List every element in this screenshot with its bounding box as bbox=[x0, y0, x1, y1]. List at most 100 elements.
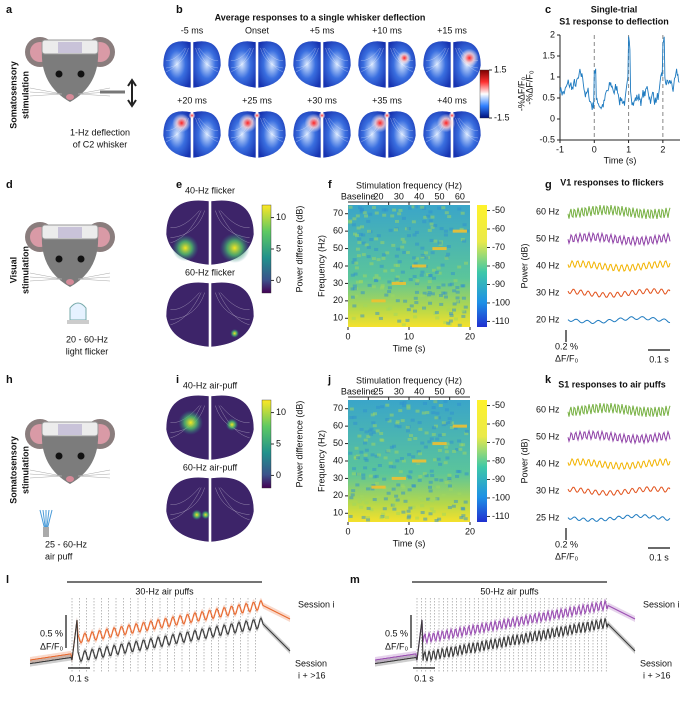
noise bbox=[407, 437, 412, 441]
noise bbox=[436, 266, 441, 270]
caption: 20 - 60-Hz bbox=[66, 334, 109, 344]
colorbar-label: -%ΔF/F₀ bbox=[516, 77, 526, 112]
noise bbox=[361, 233, 366, 237]
trace-label: 20 Hz bbox=[536, 314, 560, 324]
colorbar bbox=[477, 205, 487, 327]
noise bbox=[414, 205, 419, 209]
noise bbox=[395, 498, 400, 502]
noise bbox=[393, 263, 398, 267]
brain-hemisphere bbox=[192, 110, 222, 159]
colorbar-tick-label: -80 bbox=[492, 260, 505, 270]
caption: of C2 whisker bbox=[73, 139, 128, 149]
noise bbox=[440, 263, 445, 267]
brain-area bbox=[220, 405, 250, 423]
noise bbox=[447, 417, 452, 421]
colorbar-tick-label: -110 bbox=[492, 316, 509, 326]
activation bbox=[397, 51, 412, 65]
y-tick-label: 10 bbox=[333, 313, 343, 323]
colorbar-tick-label: -90 bbox=[492, 474, 505, 484]
response-trace bbox=[567, 259, 671, 273]
noise bbox=[352, 217, 357, 221]
scale-label: ΔF/F₀ bbox=[385, 641, 409, 651]
noise bbox=[441, 421, 446, 425]
brain-hemisphere bbox=[322, 40, 352, 89]
noise bbox=[388, 461, 393, 465]
activation bbox=[172, 234, 199, 262]
colorbar-tick-label: 0 bbox=[276, 275, 281, 285]
brain-area bbox=[262, 117, 284, 142]
noise bbox=[446, 321, 451, 325]
brain-area bbox=[170, 292, 205, 321]
noise bbox=[396, 264, 401, 268]
noise bbox=[438, 403, 443, 407]
noise bbox=[455, 299, 460, 303]
noise bbox=[428, 273, 433, 277]
noise bbox=[422, 220, 427, 224]
noise bbox=[400, 270, 405, 274]
noise bbox=[374, 474, 379, 478]
noise bbox=[452, 289, 457, 293]
noise bbox=[357, 500, 362, 504]
noise bbox=[363, 304, 368, 308]
noise bbox=[446, 252, 451, 256]
noise bbox=[408, 506, 413, 510]
colorbar-tick-label: 5 bbox=[276, 243, 281, 253]
noise bbox=[444, 445, 449, 449]
scale-label: ΔF/F₀ bbox=[555, 353, 579, 363]
noise bbox=[420, 246, 425, 250]
brain-hemisphere bbox=[387, 110, 417, 159]
noise bbox=[363, 453, 368, 457]
noise bbox=[433, 400, 438, 404]
whisker bbox=[77, 272, 111, 280]
noise bbox=[457, 207, 462, 211]
noise bbox=[376, 234, 381, 238]
noise bbox=[428, 219, 433, 223]
noise bbox=[427, 485, 432, 489]
noise bbox=[441, 493, 446, 497]
noise bbox=[400, 245, 405, 249]
caption: light flicker bbox=[66, 346, 109, 356]
noise bbox=[464, 261, 469, 265]
brain-area bbox=[260, 47, 284, 69]
noise bbox=[360, 291, 365, 295]
noise bbox=[368, 474, 373, 478]
caption: 1-Hz deflection bbox=[70, 127, 130, 137]
noise bbox=[363, 409, 368, 413]
colorbar-tick-label: -70 bbox=[492, 242, 505, 252]
noise bbox=[444, 211, 449, 215]
spectrogram bbox=[348, 205, 470, 327]
colorbar-tick-label: 10 bbox=[276, 407, 286, 417]
session-label: Session bbox=[640, 658, 672, 668]
noise bbox=[443, 461, 448, 465]
brain-area bbox=[263, 117, 284, 131]
mouse-eye bbox=[77, 255, 85, 263]
noise bbox=[434, 416, 439, 420]
noise bbox=[352, 284, 357, 288]
noise bbox=[447, 215, 452, 219]
activation bbox=[201, 510, 211, 520]
y-tick-label: -0.5 bbox=[539, 134, 555, 144]
noise bbox=[359, 208, 364, 212]
noise bbox=[372, 424, 377, 428]
noise bbox=[385, 418, 390, 422]
brain-area bbox=[295, 47, 316, 61]
session-label: Session bbox=[295, 658, 327, 668]
stim-band bbox=[432, 442, 447, 446]
noise bbox=[463, 500, 468, 504]
y-tick-label: 40 bbox=[333, 455, 343, 465]
nozzle bbox=[43, 527, 49, 537]
mouse-nose bbox=[66, 94, 74, 100]
x-tick-label: 0 bbox=[345, 526, 350, 536]
noise bbox=[428, 512, 433, 516]
noise bbox=[415, 280, 420, 284]
noise bbox=[352, 467, 357, 471]
noise bbox=[392, 465, 397, 469]
brain-area bbox=[165, 47, 186, 61]
puff bbox=[39, 509, 45, 528]
noise bbox=[371, 257, 376, 261]
noise bbox=[392, 444, 397, 448]
brain-hemisphere bbox=[257, 40, 287, 89]
map-label: 60-Hz flicker bbox=[185, 267, 235, 277]
noise bbox=[415, 409, 420, 413]
noise bbox=[437, 448, 442, 452]
